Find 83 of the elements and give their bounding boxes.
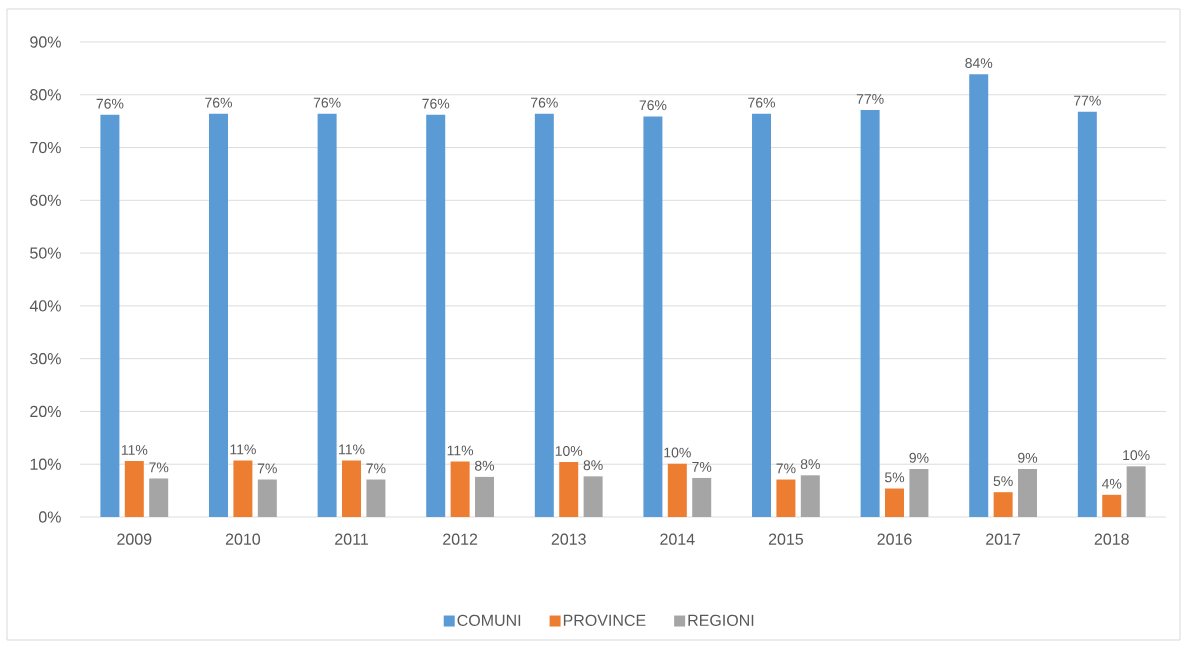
bar: [534, 113, 554, 517]
bar: [475, 476, 495, 517]
bar: [969, 74, 989, 517]
data-label: 10%: [1123, 450, 1150, 461]
bar: [909, 468, 929, 517]
data-label: 11%: [121, 445, 148, 455]
y-tick-label: 20%: [30, 405, 61, 418]
bar: [752, 113, 772, 517]
y-tick-label: 80%: [30, 89, 61, 101]
bar: [776, 479, 796, 517]
bar: [450, 461, 470, 517]
bar: [233, 460, 253, 517]
bar: [342, 460, 362, 517]
data-label: 10%: [555, 445, 583, 456]
data-label: 7%: [366, 463, 386, 474]
bar: [692, 477, 712, 517]
bar: [860, 110, 880, 517]
bar: [800, 475, 820, 517]
data-label: 7%: [149, 462, 169, 473]
data-label: 76%: [96, 98, 124, 109]
bar: [124, 461, 144, 517]
bar: [993, 492, 1013, 517]
data-label: 10%: [664, 447, 691, 458]
data-label: 7%: [257, 463, 277, 474]
bar: [317, 113, 337, 517]
data-label: 7%: [776, 463, 796, 474]
bar: [1126, 466, 1146, 517]
bar: [583, 476, 603, 517]
bar: [426, 114, 446, 517]
legend-label: COMUNI: [457, 614, 521, 627]
bar: [643, 116, 663, 517]
y-tick-label: 50%: [30, 247, 61, 259]
data-label: 76%: [531, 97, 558, 108]
x-tick-label: 2013: [551, 533, 586, 545]
bar: [1018, 468, 1038, 517]
legend-label: PROVINCE: [563, 614, 646, 627]
data-label: 8%: [800, 459, 820, 470]
data-label: 77%: [1074, 95, 1101, 106]
x-tick-label: 2011: [335, 533, 368, 545]
data-label: 4%: [1101, 478, 1122, 489]
x-tick-label: 2009: [117, 533, 152, 545]
x-tick-label: 2014: [660, 533, 695, 545]
data-label: 84%: [965, 58, 993, 68]
x-tick-label: 2018: [1094, 533, 1129, 545]
data-label: 76%: [748, 97, 776, 108]
data-label: 5%: [884, 472, 905, 483]
bar: [100, 114, 120, 517]
data-label: 76%: [639, 100, 667, 111]
y-tick-label: 0%: [38, 511, 61, 523]
bar: [257, 479, 277, 517]
data-label: 5%: [993, 476, 1013, 486]
bar: [667, 463, 687, 517]
bar: [885, 488, 905, 517]
data-label: 11%: [339, 444, 365, 455]
data-label: 9%: [1018, 452, 1038, 463]
data-label: 11%: [447, 445, 474, 456]
bar: [559, 462, 579, 517]
data-label: 76%: [205, 97, 233, 108]
data-label: 76%: [313, 97, 341, 108]
data-label: 7%: [692, 461, 712, 472]
data-label: 76%: [422, 98, 450, 109]
y-tick-label: 40%: [29, 300, 61, 312]
y-tick-label: 30%: [30, 353, 61, 365]
legend-label: REGIONI: [688, 614, 754, 627]
y-tick-label: 10%: [30, 458, 61, 470]
y-tick-label: 70%: [30, 141, 61, 154]
bar: [1077, 111, 1097, 517]
data-label: 9%: [909, 452, 929, 463]
x-tick-label: 2016: [877, 533, 912, 545]
bar: [149, 478, 169, 517]
y-tick-label: 90%: [30, 36, 61, 48]
x-tick-label: 2017: [986, 533, 1021, 545]
data-label: 77%: [856, 94, 884, 104]
y-tick-label: 60%: [30, 194, 61, 206]
x-tick-label: 2015: [768, 533, 804, 545]
bar: [1102, 494, 1122, 517]
bar: [366, 479, 386, 517]
bar: [209, 113, 228, 517]
data-label: 8%: [475, 460, 495, 471]
data-label: 11%: [230, 444, 256, 455]
x-tick-label: 2012: [443, 533, 478, 545]
x-tick-label: 2010: [225, 533, 261, 545]
data-label: 8%: [583, 460, 603, 471]
